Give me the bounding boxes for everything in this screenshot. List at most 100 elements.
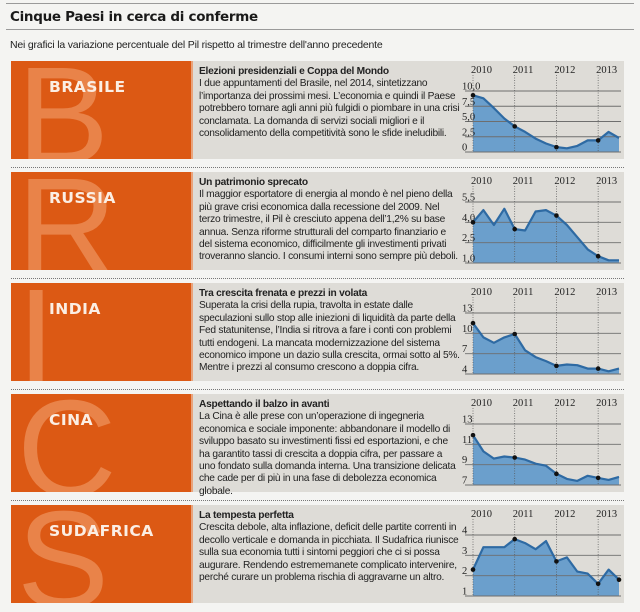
y-tick-label: 2,5 <box>462 233 475 244</box>
country-name: SUDAFRICA <box>49 522 154 540</box>
decorative-letter: S <box>17 505 110 603</box>
article-text: Elezioni presidenziali e Coppa del Mondo… <box>199 66 461 140</box>
country-row-russia: R RUSSIA Un patrimonio sprecato Il maggi… <box>11 172 624 270</box>
article-text: La tempesta perfetta Crescita debole, al… <box>199 510 461 584</box>
y-tick-label: 13 <box>462 304 473 315</box>
top-rule <box>6 3 634 4</box>
x-tick-label: 2012 <box>554 398 575 409</box>
x-tick-label: 2011 <box>513 65 534 76</box>
data-point <box>470 220 476 225</box>
data-point <box>470 567 476 572</box>
data-point <box>554 471 559 477</box>
x-tick-label: 2010 <box>471 65 492 76</box>
country-row-india: I INDIA Tra crescita frenata e prezzi in… <box>11 283 624 381</box>
area-fill <box>473 323 619 374</box>
dotted-separator <box>11 278 624 279</box>
x-tick-label: 2011 <box>513 287 534 298</box>
country-panel: C CINA <box>11 394 191 492</box>
decorative-letter: C <box>17 394 117 492</box>
dotted-separator <box>11 167 624 168</box>
page-title: Cinque Paesi in cerca di conferme <box>10 9 258 25</box>
article-text: Tra crescita frenata e prezzi in volata … <box>199 288 461 375</box>
country-name: CINA <box>49 411 94 429</box>
country-name: BRASILE <box>49 78 126 96</box>
data-point <box>512 226 518 232</box>
y-tick-label: 7 <box>462 476 467 487</box>
article-headline: Aspettando il balzo in avanti <box>199 399 330 410</box>
article-headline: Elezioni presidenziali e Coppa del Mondo <box>199 66 389 77</box>
y-tick-label: 1 <box>462 587 467 598</box>
area-fill <box>473 539 619 596</box>
data-point <box>470 432 476 438</box>
country-panel: S SUDAFRICA <box>11 505 191 603</box>
data-point <box>512 536 518 542</box>
accent-bar <box>191 283 193 381</box>
series-line <box>472 434 620 482</box>
article-body: La Cina è alle prese con un’operazione d… <box>199 411 456 497</box>
country-panel: I INDIA <box>11 283 191 381</box>
country-panel: B BRASILE <box>11 61 191 159</box>
country-panel: R RUSSIA <box>11 172 191 270</box>
data-point <box>554 213 559 218</box>
y-tick-label: 4 <box>462 365 468 376</box>
x-tick-label: 2010 <box>471 509 492 520</box>
data-point <box>595 138 601 143</box>
gdp-chart: 13 10 7 4 2010 2011 2012 2013 <box>451 283 624 381</box>
dotted-separator <box>11 500 624 501</box>
y-tick-label: 3 <box>462 546 467 557</box>
y-tick-label: 10 <box>462 324 473 335</box>
data-point <box>512 331 518 337</box>
chart-svg: 5,5 4,0 2,5 1,0 2010 2011 2012 2013 <box>462 176 621 265</box>
accent-bar <box>191 505 193 603</box>
y-tick-label: 0 <box>462 143 467 154</box>
x-tick-label: 2011 <box>513 176 534 187</box>
x-tick-label: 2010 <box>471 287 492 298</box>
decorative-letter: B <box>17 61 110 159</box>
accent-bar <box>191 394 193 492</box>
gdp-chart: 10,0 7,5 5,0 2,5 0 2010 2011 2012 2013 <box>451 61 624 159</box>
data-point <box>512 124 518 129</box>
area-fill <box>473 95 619 152</box>
data-point <box>554 559 559 564</box>
x-tick-label: 2013 <box>596 176 617 187</box>
x-tick-label: 2012 <box>554 176 575 187</box>
accent-bar <box>191 61 193 159</box>
series-line <box>472 94 620 150</box>
gdp-chart: 5,5 4,0 2,5 1,0 2010 2011 2012 2013 <box>451 172 624 270</box>
chart-svg: 13 10 7 4 2010 2011 2012 2013 <box>462 287 621 376</box>
country-row-brasile: B BRASILE Elezioni presidenziali e Coppa… <box>11 61 624 159</box>
gdp-chart: 4 3 2 1 2010 2011 2012 2013 <box>451 505 624 603</box>
x-tick-label: 2012 <box>554 509 575 520</box>
x-tick-label: 2011 <box>513 398 534 409</box>
x-tick-label: 2013 <box>596 65 617 76</box>
x-tick-label: 2013 <box>596 509 617 520</box>
subtitle: Nei grafici la variazione percentuale de… <box>10 39 383 51</box>
article-headline: La tempesta perfetta <box>199 510 294 521</box>
decorative-letter: I <box>17 283 56 381</box>
data-point <box>512 455 518 460</box>
country-name: INDIA <box>49 300 101 318</box>
x-tick-label: 2012 <box>554 287 575 298</box>
data-point <box>470 92 476 98</box>
y-tick-label: 11 <box>462 435 472 446</box>
y-tick-label: 1,0 <box>462 254 475 265</box>
x-tick-label: 2012 <box>554 65 575 76</box>
x-tick-label: 2013 <box>596 398 617 409</box>
country-row-sudafrica: S SUDAFRICA La tempesta perfetta Crescit… <box>11 505 624 603</box>
y-tick-label: 13 <box>462 415 473 426</box>
article-body: I due appuntamenti del Brasile, nel 2014… <box>199 78 460 140</box>
article-headline: Un patrimonio sprecato <box>199 177 308 188</box>
article-headline: Tra crescita frenata e prezzi in volata <box>199 288 368 299</box>
data-point <box>470 320 476 326</box>
article-body: Il maggior esportatore di energia al mon… <box>199 189 458 263</box>
accent-bar <box>191 172 193 270</box>
content-panel: Elezioni presidenziali e Coppa del Mondo… <box>191 61 624 159</box>
article-body: Crescita debole, alta inflazione, defici… <box>199 522 459 584</box>
data-point <box>595 366 601 371</box>
y-tick-label: 10,0 <box>462 82 480 93</box>
data-point <box>616 577 622 583</box>
dotted-separator <box>11 389 624 390</box>
y-tick-label: 9 <box>462 455 467 466</box>
content-panel: Un patrimonio sprecato Il maggior esport… <box>191 172 624 270</box>
data-point <box>554 144 559 150</box>
